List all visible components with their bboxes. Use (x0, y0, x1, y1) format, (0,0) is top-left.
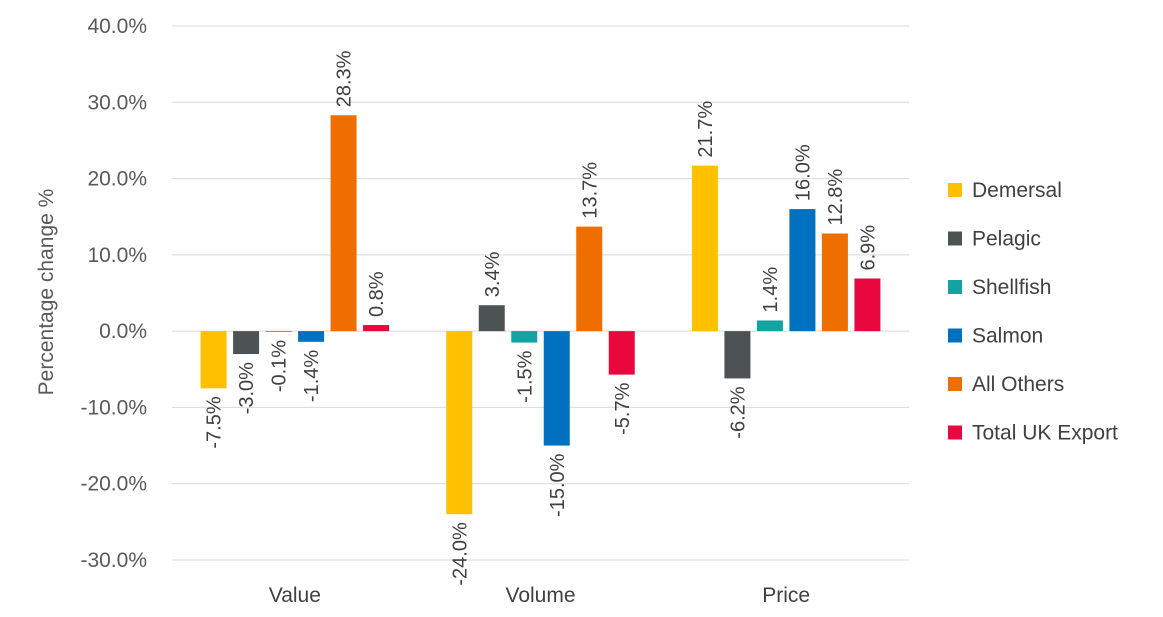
data-label: 21.7% (695, 101, 717, 158)
x-axis-categories: Value Volume Price (269, 584, 810, 607)
data-label: 13.7% (579, 162, 601, 219)
bar-all-others-volume (576, 226, 603, 332)
data-label: -6.2% (727, 386, 749, 438)
y-tick-label: -30.0% (80, 549, 147, 572)
y-tick-label: 0.0% (99, 320, 147, 343)
data-label: -1.5% (514, 350, 536, 402)
legend-swatch (948, 377, 962, 391)
bar-salmon-volume (543, 331, 570, 446)
legend-label: Shellfish (972, 276, 1051, 299)
bar-demersal-volume (446, 331, 473, 515)
data-label: -0.1% (269, 340, 291, 392)
legend-label: Demersal (972, 179, 1062, 202)
bar-salmon-value (298, 331, 325, 342)
legend: Demersal Pelagic Shellfish Salmon All Others… (948, 179, 1118, 445)
y-axis-title: Percentage change % (35, 189, 58, 396)
data-label: -5.7% (612, 382, 634, 434)
legend-swatch (948, 280, 962, 294)
y-axis-ticks: -30.0% -20.0% -10.0% 0.0% 10.0% 20.0% 30.0% 40.… (80, 15, 147, 572)
bar-salmon-price (789, 209, 816, 332)
bar-pelagic-price (724, 331, 751, 379)
legend-label: Total UK Export (972, 422, 1118, 445)
data-label: -3.0% (236, 362, 258, 414)
bar-shellfish-value (265, 331, 292, 332)
data-label: -7.5% (204, 396, 226, 448)
data-label: 16.0% (792, 144, 814, 201)
data-label: -24.0% (449, 522, 471, 586)
y-tick-label: -10.0% (80, 396, 147, 419)
y-tick-label: 10.0% (87, 244, 147, 267)
legend-swatch (948, 328, 962, 343)
y-tick-label: 30.0% (87, 91, 147, 114)
category-label: Volume (505, 584, 575, 607)
category-label: Value (269, 584, 321, 607)
legend-swatch (948, 231, 962, 246)
data-label: 3.4% (482, 251, 504, 297)
data-label: -1.4% (301, 350, 323, 402)
data-label: -15.0% (547, 453, 569, 517)
legend-swatch (948, 183, 962, 197)
bar-demersal-price (691, 165, 718, 332)
legend-swatch (948, 425, 962, 440)
bars (200, 115, 881, 515)
bar-shellfish-price (756, 320, 783, 332)
gridlines (172, 25, 909, 561)
y-tick-label: 40.0% (87, 15, 147, 38)
bar-shellfish-volume (511, 331, 538, 343)
bar-pelagic-volume (478, 305, 505, 332)
y-tick-label: 20.0% (87, 168, 147, 191)
y-tick-label: -20.0% (80, 473, 147, 496)
legend-label: Salmon (972, 325, 1043, 348)
data-label: 1.4% (760, 267, 782, 313)
bar-total-uk-export-price (854, 278, 881, 332)
bar-all-others-price (821, 233, 848, 332)
bar-total-uk-export-volume (608, 331, 635, 375)
bar-total-uk-export-value (363, 325, 390, 332)
data-label: 0.8% (366, 271, 388, 317)
bar-all-others-value (330, 115, 357, 332)
data-label: 28.3% (334, 50, 356, 107)
legend-label: All Others (972, 373, 1064, 396)
legend-label: Pelagic (972, 228, 1041, 251)
data-labels: -7.5% -24.0% 21.7% -3.0% 3.4% -6.2% -0.1% -1.5%… (204, 50, 880, 585)
data-label: 6.9% (857, 225, 879, 271)
bar-pelagic-value (233, 331, 260, 355)
data-label: 12.8% (825, 169, 847, 226)
bar-demersal-value (200, 331, 227, 389)
category-label: Price (762, 584, 810, 607)
